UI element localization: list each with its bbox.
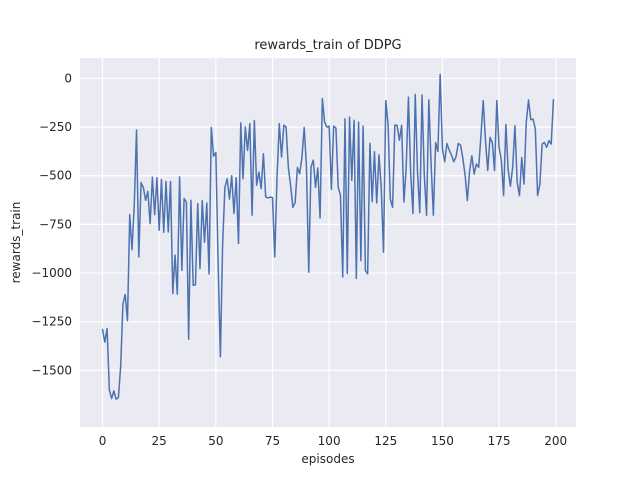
y-tick-label: −1500 <box>31 363 72 377</box>
y-tick-label: −250 <box>39 120 72 134</box>
x-tick-label: 75 <box>265 434 280 448</box>
x-tick-label: 100 <box>318 434 341 448</box>
x-tick-label: 175 <box>488 434 511 448</box>
y-tick-label: −1250 <box>31 315 72 329</box>
rewards-line <box>101 73 555 400</box>
x-tick-label: 25 <box>152 434 167 448</box>
y-tick-label: 0 <box>64 71 72 85</box>
axes-background <box>80 58 576 427</box>
x-tick-label: 0 <box>99 434 107 448</box>
chart-title: rewards_train of DDPG <box>254 38 401 53</box>
x-axis-label: episodes <box>301 452 354 466</box>
x-tick-label: 50 <box>208 434 223 448</box>
y-tick-label: −750 <box>39 217 72 231</box>
y-tick-label: −500 <box>39 169 72 183</box>
y-tick-label: −1000 <box>31 266 72 280</box>
x-tick-label: 200 <box>544 434 567 448</box>
y-axis-label: rewards_train <box>9 202 23 284</box>
x-tick-label: 150 <box>431 434 454 448</box>
x-tick-label: 125 <box>374 434 397 448</box>
